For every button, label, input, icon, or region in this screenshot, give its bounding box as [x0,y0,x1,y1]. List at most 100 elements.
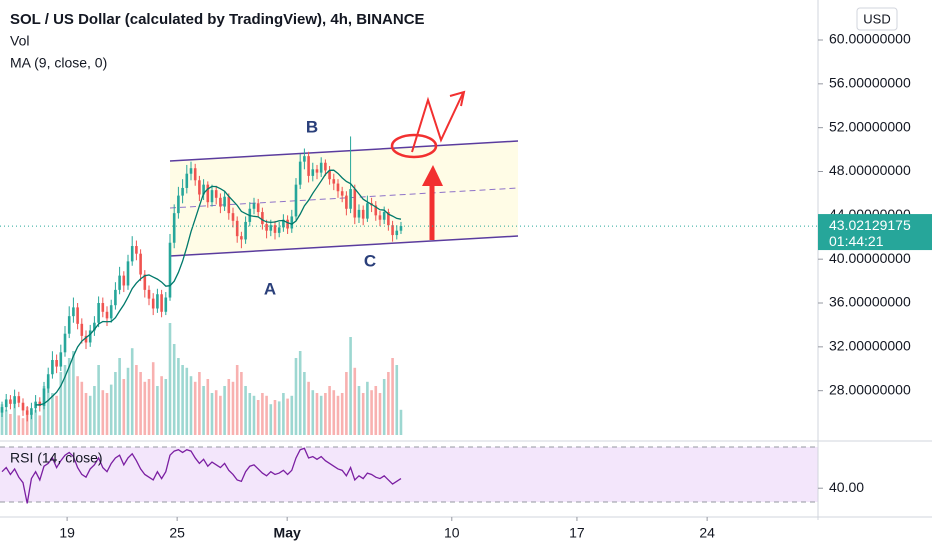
volume-bar [219,395,222,435]
label-a: A [264,279,276,298]
volume-bar [399,409,403,435]
currency-button[interactable] [856,7,898,31]
candle-body [324,162,327,171]
volume-bar [273,400,277,435]
candle-body [126,261,130,286]
y-tick-label: 36.00000000 [829,294,911,310]
volume-bar [80,381,84,435]
candle-body [391,225,394,236]
candle-body [139,253,142,275]
volume-bar [193,381,197,435]
candle-body [164,297,168,312]
volume-bar [214,390,218,435]
candle-body [193,168,197,181]
volume-bar [261,393,264,435]
volume-bar [9,414,12,435]
y-tick-label: 60.00000000 [829,31,911,47]
volume-bar [97,365,100,435]
volume-bar [336,395,340,435]
candle-body [349,189,352,209]
candle-body [227,196,231,214]
candle-body [273,225,277,233]
last-price-tag [818,214,932,251]
volume-bar [139,372,142,435]
channel-lower [169,235,519,257]
label-c: C [364,251,376,270]
volume-bar [382,379,386,435]
volume-bar [34,409,37,435]
candle-body [181,187,184,196]
volume-bar [59,372,63,435]
volume-bar [172,344,176,435]
volume-bar [84,393,88,435]
volume-bar [46,379,50,435]
circle-mark [390,133,438,159]
volume-bar [42,386,46,435]
volume-bar [290,395,294,435]
candle-body [340,191,344,196]
candle-body [198,180,201,195]
volume-bar [135,365,138,435]
volume-bar [378,393,382,435]
y-tick-label: 56.00000000 [829,75,911,91]
volume-bar [282,393,285,435]
volume-bar [370,390,373,435]
volume-bar [72,351,75,435]
volume-bar [109,384,113,435]
volume-bar [294,358,298,435]
candle-body [240,236,243,240]
candle-body [219,197,222,207]
volume-bar [114,372,117,435]
candle-body [244,221,247,240]
countdown: 01:44:21 [829,233,884,249]
volume-bar [366,381,369,435]
volume-bar [147,379,151,435]
volume-bar [156,386,159,435]
channel-mid [169,187,519,209]
candle-body [72,307,75,317]
candle-body [143,274,147,290]
volume-bar [353,367,357,435]
candle-body [156,294,159,309]
candle-body [151,298,155,309]
volume-bar [13,400,16,435]
volume-bar [286,398,289,435]
label-b: B [306,117,318,136]
volume-bar [349,337,352,435]
candle-body [42,388,46,407]
candle-body [25,410,29,415]
volume-bar [374,386,378,435]
chart-title: SOL / US Dollar (calculated by TradingVi… [10,11,425,28]
candle-body [135,246,138,254]
volume-bar [345,372,348,435]
candle-body [261,212,264,225]
channel-upper [169,140,519,162]
volume-bar [269,404,273,435]
candle-body [177,195,180,214]
volume-bar [319,395,323,435]
volume-bar [252,395,256,435]
volume-bar [118,358,121,435]
volume-bar [55,395,58,435]
x-tick-label: 25 [169,525,185,541]
candle-body [93,322,96,331]
volume-bar [38,415,42,435]
volume-bar [151,362,155,435]
candle-body [109,305,113,319]
volume-bar [387,372,390,435]
volume-bar [315,393,319,435]
candle-body [395,230,399,236]
volume-bar [328,386,331,435]
candle-body [298,161,302,185]
candle-body [67,316,71,334]
volume-bar [76,376,79,435]
volume-bar [88,395,92,435]
candle-body [76,307,79,324]
candle-body [101,303,105,312]
volume-bar [303,372,306,435]
candle-body [282,219,285,228]
candle-body [59,352,63,367]
candle-body [55,360,58,367]
volume-bar [202,386,205,435]
